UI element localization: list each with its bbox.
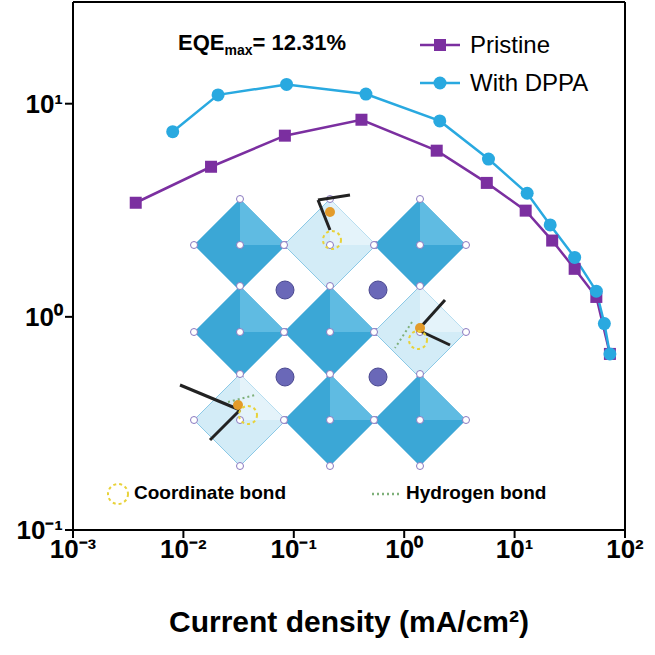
- svg-text:10¹: 10¹: [496, 534, 534, 564]
- svg-text:10²: 10²: [606, 534, 644, 564]
- html-text:EQEmax= 12.31%: EQEmax= 12.31%: [178, 30, 347, 59]
- svg-text:Current density (mA/cm²): Current density (mA/cm²): [169, 605, 529, 638]
- svg-text:10⁻²: 10⁻²: [160, 534, 207, 564]
- html-text:Hydrogen bond: Hydrogen bond: [406, 482, 547, 503]
- svg-text:10⁻³: 10⁻³: [49, 534, 97, 565]
- svg-text:10⁰: 10⁰: [25, 302, 64, 332]
- html-text:Coordinate bond: Coordinate bond: [134, 482, 286, 503]
- html-text:With DPPA: With DPPA: [470, 69, 589, 96]
- html-text:Pristine: Pristine: [470, 31, 550, 58]
- svg-text:10⁰: 10⁰: [385, 534, 424, 564]
- svg-text:10⁻¹: 10⁻¹: [16, 515, 63, 545]
- svg-text:10⁻¹: 10⁻¹: [271, 534, 318, 564]
- svg-text:10¹: 10¹: [25, 89, 63, 119]
